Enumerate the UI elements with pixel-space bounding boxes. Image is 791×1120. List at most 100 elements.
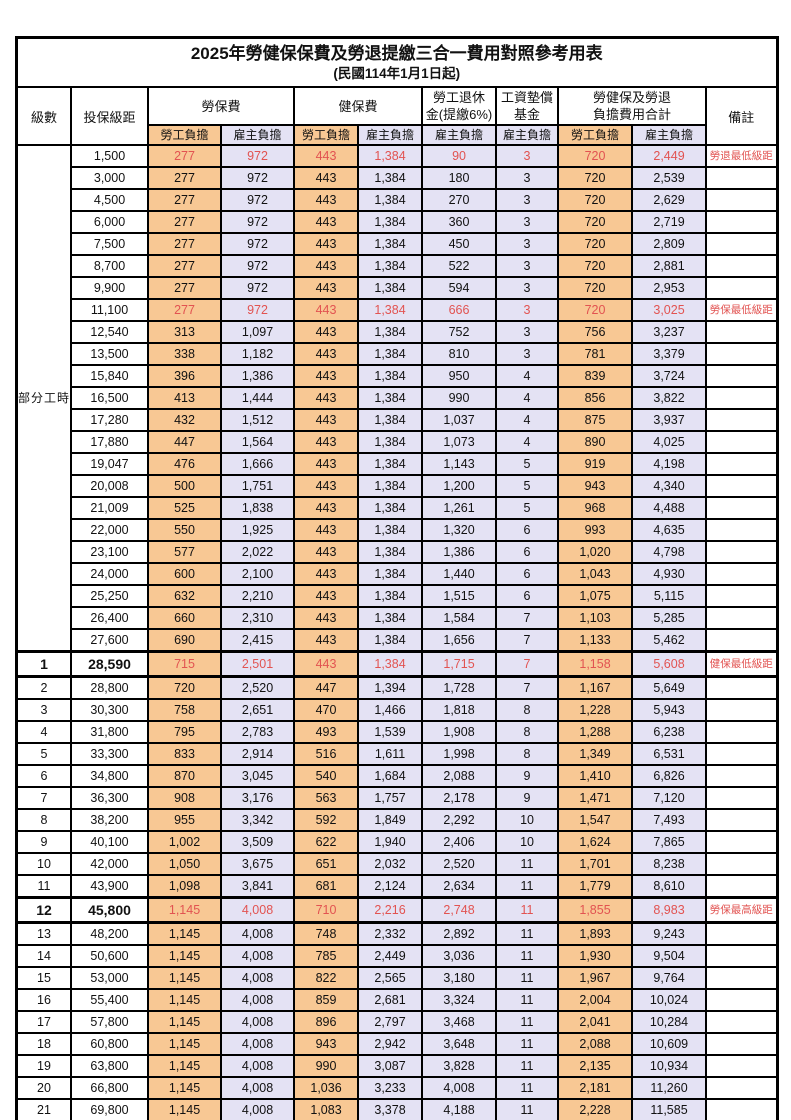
cell-health-ins-employer: 1,384 xyxy=(357,430,424,454)
cell-total-employer: 5,462 xyxy=(631,628,708,653)
cell-remark xyxy=(705,584,779,608)
table-body: 部分工時 1,500 277 972 443 1,384 90 3 720 2,449 勞退最低級距… xyxy=(15,144,779,1120)
cell-health-ins-employee: 443 xyxy=(293,144,360,168)
table-row: 15 53,000 1,145 4,008 822 2,565 3,180 11 1,967 9,… xyxy=(15,966,779,990)
cell-health-ins-employer: 1,539 xyxy=(357,720,424,744)
cell-remark xyxy=(705,210,779,234)
cell-labor-ins-employer: 2,914 xyxy=(220,742,296,766)
cell-labor-ins-employer: 1,838 xyxy=(220,496,296,520)
table-row: 4,500 277 972 443 1,384 270 3 720 2,629 xyxy=(17,188,779,212)
cell-total-employer: 7,120 xyxy=(631,786,708,810)
cell-bracket: 53,000 xyxy=(70,966,150,990)
page-title: 2025年勞健保保費及勞退提繳三合一費用對照參考用表 xyxy=(190,44,603,63)
cell-pension-employer: 2,520 xyxy=(421,852,498,876)
cell-total-employee: 720 xyxy=(557,144,634,168)
cell-labor-ins-employer: 972 xyxy=(220,166,296,190)
cell-health-ins-employer: 2,449 xyxy=(357,944,424,968)
cell-labor-ins-employer: 972 xyxy=(220,144,296,168)
cell-total-employee: 1,020 xyxy=(557,540,634,564)
cell-wage-fund-employer: 3 xyxy=(495,254,560,278)
cell-bracket: 13,500 xyxy=(70,342,150,366)
cell-labor-ins-employee: 500 xyxy=(147,474,223,498)
cell-total-employer: 3,937 xyxy=(631,408,708,432)
cell-total-employer: 5,608 xyxy=(631,650,708,678)
table-row: 5 33,300 833 2,914 516 1,611 1,998 8 1,349 6,531 xyxy=(15,742,779,766)
cell-health-ins-employer: 1,611 xyxy=(357,742,424,766)
cell-total-employer: 5,943 xyxy=(631,698,708,722)
cell-total-employer: 2,809 xyxy=(631,232,708,256)
cell-remark xyxy=(705,562,779,586)
cell-health-ins-employer: 1,757 xyxy=(357,786,424,810)
cell-level: 6 xyxy=(15,764,73,788)
table-row: 部分工時 1,500 277 972 443 1,384 90 3 720 2,449 勞退最低級距 xyxy=(15,144,779,653)
cell-bracket: 60,800 xyxy=(70,1032,150,1056)
cell-health-ins-employer: 1,384 xyxy=(357,562,424,586)
cell-total-employee: 1,167 xyxy=(557,675,634,700)
cell-total-employee: 1,288 xyxy=(557,720,634,744)
cell-total-employer: 3,379 xyxy=(631,342,708,366)
cell-bracket: 11,100 xyxy=(70,298,150,322)
cell-total-employer: 7,493 xyxy=(631,808,708,832)
cell-total-employer: 2,719 xyxy=(631,210,708,234)
cell-pension-employer: 1,261 xyxy=(421,496,498,520)
header-wage-fund-line1: 工資墊償 xyxy=(501,90,554,105)
cell-wage-fund-employer: 5 xyxy=(495,474,560,498)
cell-health-ins-employer: 2,332 xyxy=(357,921,424,946)
cell-total-employer: 4,025 xyxy=(631,430,708,454)
cell-health-ins-employee: 443 xyxy=(293,188,360,212)
cell-labor-ins-employee: 277 xyxy=(147,210,223,234)
cell-wage-fund-employer: 4 xyxy=(495,430,560,454)
cell-total-employer: 2,629 xyxy=(631,188,708,212)
cell-pension-employer: 1,143 xyxy=(421,452,498,476)
cell-labor-ins-employer: 1,512 xyxy=(220,408,296,432)
cell-level-part-time: 部分工時 xyxy=(15,144,73,653)
cell-total-employer: 4,340 xyxy=(631,474,708,498)
cell-total-employee: 720 xyxy=(557,254,634,278)
subheader-health-employee: 勞工負擔 xyxy=(293,124,360,146)
cell-pension-employer: 2,178 xyxy=(421,786,498,810)
cell-bracket: 55,400 xyxy=(70,988,150,1012)
cell-labor-ins-employer: 1,564 xyxy=(220,430,296,454)
cell-health-ins-employee: 443 xyxy=(293,408,360,432)
cell-remark xyxy=(705,386,779,410)
cell-health-ins-employer: 2,681 xyxy=(357,988,424,1012)
table-row: 25,250 632 2,210 443 1,384 1,515 6 1,075 5,115 xyxy=(17,584,779,608)
cell-health-ins-employee: 443 xyxy=(293,276,360,300)
cell-remark xyxy=(705,742,779,766)
cell-bracket: 31,800 xyxy=(70,720,150,744)
cell-bracket: 19,047 xyxy=(70,452,150,476)
cell-health-ins-employee: 443 xyxy=(293,342,360,366)
cell-labor-ins-employee: 577 xyxy=(147,540,223,564)
cell-total-employee: 1,158 xyxy=(557,650,634,678)
cell-total-employee: 1,471 xyxy=(557,786,634,810)
cell-remark xyxy=(705,188,779,212)
cell-pension-employer: 4,188 xyxy=(421,1098,498,1120)
cell-health-ins-employee: 651 xyxy=(293,852,360,876)
cell-labor-ins-employee: 870 xyxy=(147,764,223,788)
subheader-health-employer: 雇主負擔 xyxy=(357,124,424,146)
cell-remark xyxy=(705,430,779,454)
cell-bracket: 22,000 xyxy=(70,518,150,542)
cell-labor-ins-employer: 2,651 xyxy=(220,698,296,722)
cell-total-employer: 9,243 xyxy=(631,921,708,946)
cell-pension-employer: 2,634 xyxy=(421,874,498,899)
cell-labor-ins-employee: 632 xyxy=(147,584,223,608)
cell-pension-employer: 1,200 xyxy=(421,474,498,498)
header-bracket: 投保級距 xyxy=(70,86,150,146)
cell-total-employer: 3,025 xyxy=(631,298,708,322)
cell-wage-fund-employer: 8 xyxy=(495,720,560,744)
cell-wage-fund-employer: 7 xyxy=(495,606,560,630)
cell-labor-ins-employer: 4,008 xyxy=(220,944,296,968)
table-row: 17,280 432 1,512 443 1,384 1,037 4 875 3,937 xyxy=(17,408,779,432)
cell-wage-fund-employer: 4 xyxy=(495,364,560,388)
cell-pension-employer: 1,515 xyxy=(421,584,498,608)
cell-health-ins-employer: 1,384 xyxy=(357,144,424,168)
cell-level: 4 xyxy=(15,720,73,744)
cell-pension-employer: 1,715 xyxy=(421,650,498,678)
cell-health-ins-employee: 785 xyxy=(293,944,360,968)
cell-remark xyxy=(705,254,779,278)
cell-wage-fund-employer: 11 xyxy=(495,1054,560,1078)
cell-total-employee: 720 xyxy=(557,276,634,300)
cell-bracket: 8,700 xyxy=(70,254,150,278)
cell-labor-ins-employer: 3,841 xyxy=(220,874,296,899)
